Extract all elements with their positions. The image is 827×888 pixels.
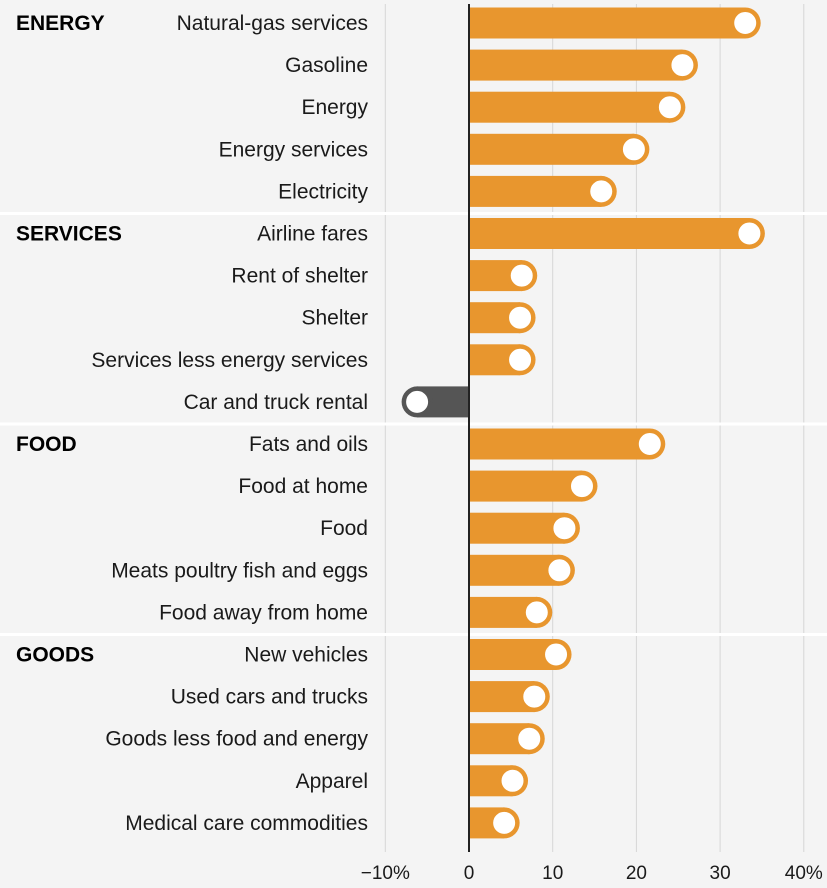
category-label: Food at home: [238, 475, 368, 498]
group-label: SERVICES: [16, 223, 122, 246]
category-label: Services less energy services: [91, 349, 368, 372]
category-label: Natural-gas services: [177, 12, 368, 35]
value-marker: [736, 220, 763, 247]
value-marker: [732, 10, 759, 36]
category-label: Meats poultry fish and eggs: [111, 559, 368, 582]
category-label: Food away from home: [159, 601, 368, 624]
x-tick-label: 20: [626, 863, 647, 884]
category-label: Used cars and trucks: [171, 686, 368, 709]
x-tick-label: 30: [710, 863, 731, 884]
category-label: Apparel: [296, 770, 368, 793]
value-marker: [669, 52, 696, 79]
bar: [469, 428, 650, 460]
category-label: Energy: [301, 96, 368, 119]
category-label: Car and truck rental: [184, 391, 368, 414]
category-label: Food: [320, 517, 368, 540]
value-marker: [568, 473, 595, 500]
value-marker: [491, 809, 518, 836]
x-tick-label: 10: [542, 863, 563, 884]
group-label: FOOD: [16, 433, 77, 456]
category-label: Goods less food and energy: [105, 728, 368, 751]
bar: [469, 175, 602, 207]
category-label: Electricity: [278, 180, 368, 203]
category-label: Fats and oils: [249, 433, 368, 456]
bar: [469, 133, 634, 165]
value-marker: [523, 599, 550, 626]
value-marker: [656, 94, 683, 121]
category-label: Rent of shelter: [231, 265, 368, 288]
x-tick-label: 40%: [785, 863, 823, 884]
value-marker: [499, 767, 526, 794]
value-marker: [543, 641, 570, 668]
value-marker: [620, 136, 647, 163]
value-marker: [588, 178, 615, 205]
group-label: ENERGY: [16, 12, 105, 35]
value-marker: [404, 388, 431, 415]
category-label: Medical care commodities: [125, 812, 368, 835]
x-tick-label: 0: [464, 863, 475, 884]
value-marker: [551, 515, 578, 542]
category-label: New vehicles: [244, 644, 368, 667]
category-label: Energy services: [219, 138, 368, 161]
bar: [469, 512, 565, 544]
bar: [469, 470, 582, 502]
bar: [469, 49, 683, 81]
category-label: Airline fares: [257, 223, 368, 246]
value-marker: [636, 431, 663, 457]
category-label: Gasoline: [285, 54, 368, 77]
category-label: Shelter: [301, 307, 368, 330]
value-marker: [516, 725, 543, 752]
value-marker: [507, 346, 534, 373]
x-tick-label: −10%: [361, 863, 410, 884]
bar: [469, 91, 670, 123]
bar: [469, 7, 746, 39]
group-label: GOODS: [16, 644, 94, 667]
bar: [469, 218, 750, 249]
value-marker: [546, 557, 573, 584]
value-marker: [507, 304, 534, 331]
value-marker: [521, 683, 548, 710]
value-marker: [508, 262, 535, 289]
